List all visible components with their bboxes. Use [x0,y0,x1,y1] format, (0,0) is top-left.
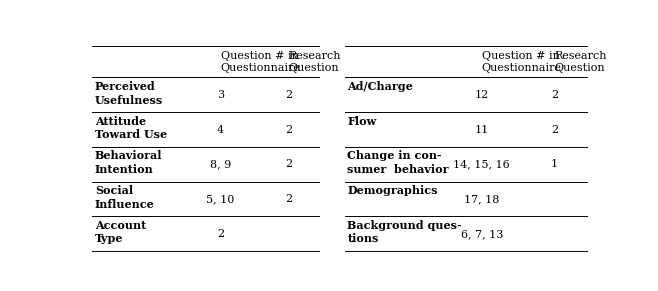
Text: 5, 10: 5, 10 [207,194,235,204]
Text: 2: 2 [285,90,292,100]
Text: 14, 15, 16: 14, 15, 16 [453,159,510,169]
Text: Research
Question: Research Question [289,51,342,73]
Text: Social
Influence: Social Influence [95,185,155,210]
Text: 17, 18: 17, 18 [464,194,499,204]
Text: Research
Question: Research Question [555,51,607,73]
Text: Question # in
Questionnaire: Question # in Questionnaire [220,51,301,73]
Text: 3: 3 [217,90,224,100]
Text: Ad/Charge: Ad/Charge [347,81,413,92]
Text: 6, 7, 13: 6, 7, 13 [461,229,503,239]
Text: Demographics: Demographics [347,185,438,196]
Text: 12: 12 [474,90,489,100]
Text: Attitude
Toward Use: Attitude Toward Use [95,116,167,140]
Text: 11: 11 [474,125,489,135]
Text: 2: 2 [217,229,224,239]
Text: 2: 2 [285,194,292,204]
Text: Perceived
Usefulness: Perceived Usefulness [95,81,163,106]
Text: 2: 2 [285,159,292,169]
Text: Flow: Flow [347,116,376,127]
Text: Behavioral
Intention: Behavioral Intention [95,150,163,175]
Text: Question # in
Questionnaire: Question # in Questionnaire [482,51,562,73]
Text: 2: 2 [285,125,292,135]
Text: 2: 2 [551,125,558,135]
Text: 8, 9: 8, 9 [210,159,232,169]
Text: 1: 1 [551,159,558,169]
Text: Background ques-
tions: Background ques- tions [347,220,462,244]
Text: Account
Type: Account Type [95,220,146,244]
Text: 2: 2 [551,90,558,100]
Text: 4: 4 [217,125,224,135]
Text: Change in con-
sumer  behavior: Change in con- sumer behavior [347,150,449,175]
